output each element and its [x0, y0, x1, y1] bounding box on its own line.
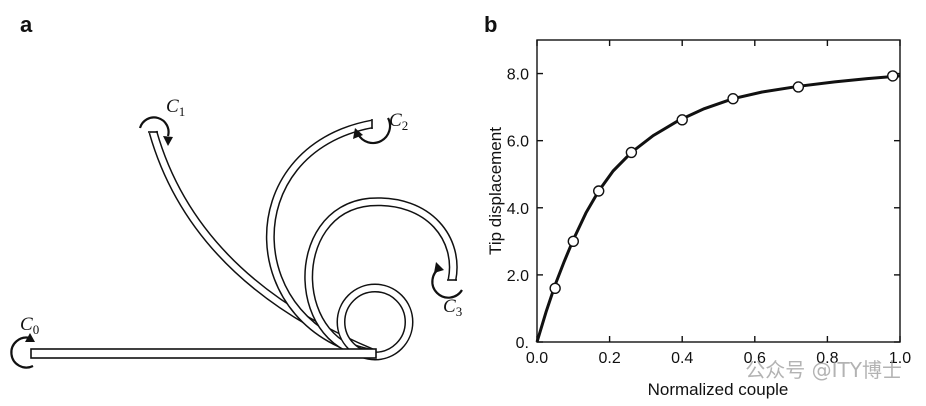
couple-arrow-c3 — [431, 267, 463, 299]
x-tick-label: 0.6 — [744, 350, 766, 367]
y-tick-label: 6.0 — [507, 134, 529, 151]
y-axis: 0. 2.0 4.0 6.0 8.0 — [507, 67, 900, 352]
panel-a-drawing — [10, 116, 463, 369]
x-tick-label: 0.0 — [526, 350, 548, 367]
y-tick-label: 8.0 — [507, 67, 529, 84]
data-point — [676, 114, 688, 126]
y-tick-label: 2.0 — [507, 268, 529, 285]
data-point — [567, 235, 579, 248]
watermark-text: 公众号 @ITY博士 — [745, 358, 902, 382]
couple-label-c0: C0 — [20, 314, 39, 337]
couple-arrow-c0 — [10, 336, 34, 369]
x-tick-label: 0.8 — [816, 350, 838, 367]
data-point — [625, 146, 638, 159]
series-curve — [535, 74, 901, 343]
panel-b-label: b — [484, 12, 497, 37]
x-axis: 0.0 0.2 0.4 0.6 0.8 1.0 — [526, 40, 911, 367]
couple-label-c1: C1 — [166, 96, 185, 119]
plot-frame — [536, 39, 901, 343]
y-tick-label: 4.0 — [507, 201, 529, 218]
couple-arrow-c1 — [138, 116, 170, 137]
data-point — [887, 70, 899, 82]
data-point — [727, 93, 739, 105]
couple-label-c3: C3 — [443, 296, 462, 319]
data-point — [792, 81, 805, 93]
y-axis-title: Tip displacement — [486, 127, 505, 255]
couple-arrow-c2 — [357, 117, 392, 145]
x-tick-label: 0.2 — [598, 350, 620, 367]
tip-displacement-chart: 0.0 0.2 0.4 0.6 0.8 1.0 0. 2.0 4.0 6.0 8.0 Normal… — [486, 39, 911, 399]
panel-a-label: a — [20, 12, 33, 37]
x-tick-label: 1.0 — [889, 350, 911, 367]
data-point — [593, 185, 605, 197]
x-axis-title: Normalized couple — [648, 380, 789, 399]
couple-label-c2: C2 — [389, 110, 408, 133]
beam-c0 — [30, 348, 377, 359]
series-markers — [549, 70, 899, 295]
y-tick-label: 0. — [516, 335, 529, 352]
x-tick-label: 0.4 — [671, 350, 693, 367]
data-point — [549, 282, 561, 295]
